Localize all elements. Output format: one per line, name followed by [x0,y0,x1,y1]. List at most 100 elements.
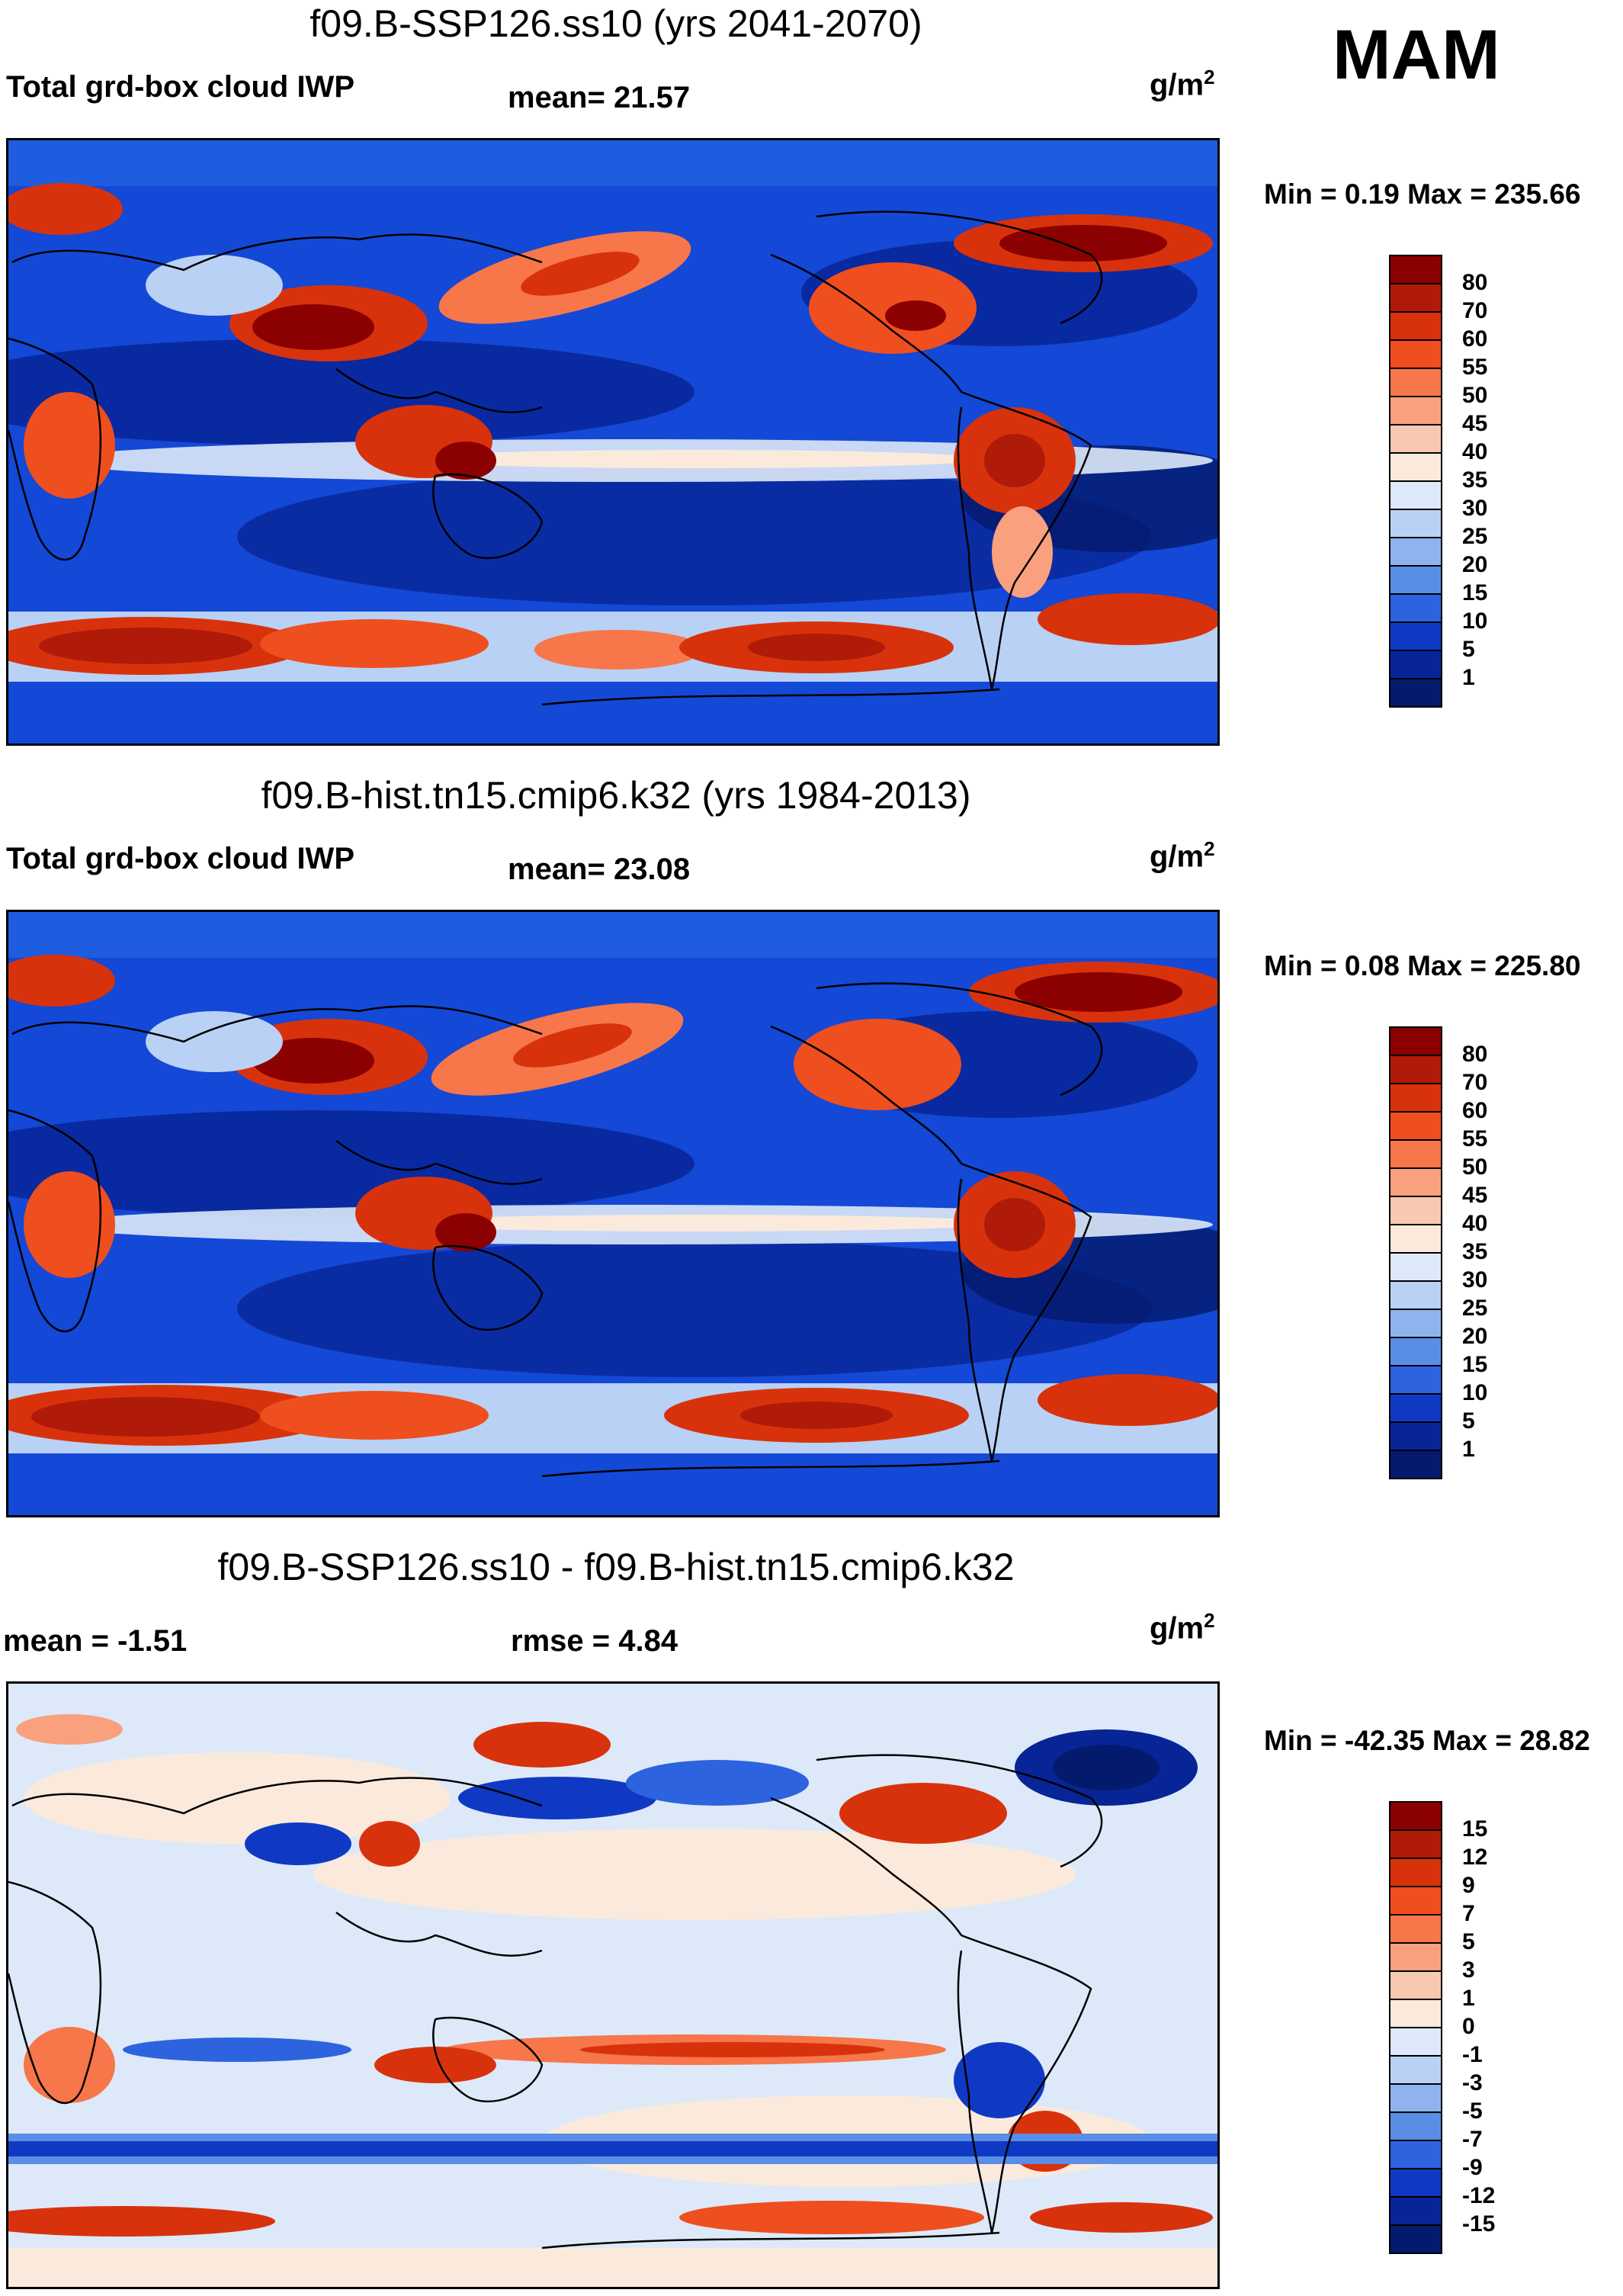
panel-1-colorbar [1389,255,1442,708]
colorbar-tick-label: 15 [1462,1816,1488,1842]
colorbar-tick-label: 35 [1462,467,1488,493]
colorbar-box [1389,1365,1442,1393]
colorbar-box [1389,593,1442,621]
colorbar-box [1389,1309,1442,1337]
colorbar-tick-label: -3 [1462,2070,1483,2095]
colorbar-box [1389,1139,1442,1167]
colorbar-tick-label: 25 [1462,1296,1488,1321]
panel-3-rmse-label: rmse = 4.84 [511,1624,678,1658]
panel-3-map [6,1681,1220,2289]
colorbar-tick-label: 7 [1462,1901,1475,1926]
colorbar-box [1389,1026,1442,1055]
colorbar-box [1389,537,1442,565]
colorbar-tick-label: 1 [1462,665,1475,690]
colorbar-tick-label: 40 [1462,1211,1488,1236]
panel-3-minmax: Min = -42.35 Max = 28.82 [1264,1725,1590,1756]
colorbar-box [1389,621,1442,650]
colorbar-tick-label: 55 [1462,355,1488,380]
colorbar-box [1389,2083,1442,2111]
colorbar-box [1389,650,1442,678]
colorbar-tick-label: 9 [1462,1873,1475,1898]
colorbar-tick-label: -15 [1462,2211,1496,2237]
colorbar-box [1389,2168,1442,2196]
colorbar-tick-label: 5 [1462,637,1475,662]
colorbar-tick-label: 45 [1462,411,1488,436]
colorbar-tick-label: 55 [1462,1126,1488,1151]
panel-1-variable-label: Total grd-box cloud IWP [6,70,354,104]
panel-2-variable-label: Total grd-box cloud IWP [6,842,354,875]
colorbar-tick-label: -7 [1462,2127,1483,2152]
colorbar-box [1389,368,1442,396]
colorbar-tick-label: -12 [1462,2183,1496,2208]
colorbar-box [1389,1252,1442,1280]
colorbar-box [1389,1224,1442,1252]
colorbar-box [1389,1393,1442,1421]
colorbar-box [1389,1083,1442,1111]
colorbar-tick-label: 80 [1462,270,1488,295]
colorbar-box [1389,1421,1442,1450]
colorbar-tick-label: 5 [1462,1408,1475,1434]
colorbar-box [1389,678,1442,708]
colorbar-box [1389,2140,1442,2168]
colorbar-tick-label: 5 [1462,1929,1475,1954]
colorbar-box [1389,2111,1442,2140]
colorbar-box [1389,1999,1442,2027]
colorbar-tick-label: 15 [1462,580,1488,605]
colorbar-box [1389,1167,1442,1196]
panel-1-units: g/m2 [1150,66,1215,102]
colorbar-tick-label: 60 [1462,326,1488,352]
colorbar-tick-label: 3 [1462,1957,1475,1983]
panel-2-mean-label: mean= 23.08 [508,853,691,886]
colorbar-tick-label: 80 [1462,1042,1488,1067]
colorbar-box [1389,1450,1442,1479]
colorbar-tick-label: 12 [1462,1845,1488,1870]
colorbar-box [1389,2196,1442,2224]
colorbar-box [1389,1111,1442,1139]
colorbar-box [1389,565,1442,593]
colorbar-tick-label: 1 [1462,1437,1475,1462]
colorbar-tick-label: 25 [1462,524,1488,549]
panel-2-map [6,910,1220,1517]
colorbar-box [1389,283,1442,311]
colorbar-box [1389,255,1442,283]
colorbar-box [1389,1280,1442,1309]
colorbar-box [1389,1886,1442,1914]
colorbar-tick-label: 10 [1462,609,1488,634]
colorbar-tick-label: 20 [1462,1324,1488,1349]
colorbar-box [1389,396,1442,424]
colorbar-tick-label: 40 [1462,439,1488,464]
colorbar-box [1389,1970,1442,1999]
colorbar-tick-label: 50 [1462,383,1488,408]
panel-2-colorbar [1389,1026,1442,1479]
panel-1-minmax: Min = 0.19 Max = 235.66 [1264,178,1581,210]
colorbar-box [1389,1829,1442,1858]
colorbar-box [1389,311,1442,339]
colorbar-tick-label: 70 [1462,1070,1488,1095]
colorbar-tick-label: 45 [1462,1183,1488,1208]
colorbar-box [1389,2224,1442,2254]
panel-1-mean-label: mean= 21.57 [508,81,691,114]
colorbar-box [1389,424,1442,452]
panel-1-title: f09.B-SSP126.ss10 (yrs 2041-2070) [310,2,922,45]
colorbar-box [1389,480,1442,509]
colorbar-tick-label: 50 [1462,1154,1488,1180]
colorbar-tick-label: -5 [1462,2099,1483,2124]
colorbar-box [1389,1801,1442,1829]
panel-2-title: f09.B-hist.tn15.cmip6.k32 (yrs 1984-2013… [261,774,971,817]
colorbar-tick-label: 30 [1462,1267,1488,1293]
colorbar-tick-label: -1 [1462,2042,1483,2067]
panel-1-map [6,138,1220,746]
panel-3-colorbar [1389,1801,1442,2254]
colorbar-box [1389,1055,1442,1083]
colorbar-tick-label: 15 [1462,1352,1488,1377]
colorbar-tick-label: 30 [1462,496,1488,521]
colorbar-tick-label: 20 [1462,552,1488,577]
panel-3-units: g/m2 [1150,1609,1215,1646]
colorbar-tick-label: 60 [1462,1098,1488,1123]
colorbar-tick-label: 10 [1462,1380,1488,1405]
panel-2-minmax: Min = 0.08 Max = 225.80 [1264,950,1581,981]
panel-2-units: g/m2 [1150,837,1215,874]
colorbar-box [1389,1196,1442,1224]
colorbar-box [1389,2055,1442,2083]
colorbar-box [1389,2027,1442,2055]
